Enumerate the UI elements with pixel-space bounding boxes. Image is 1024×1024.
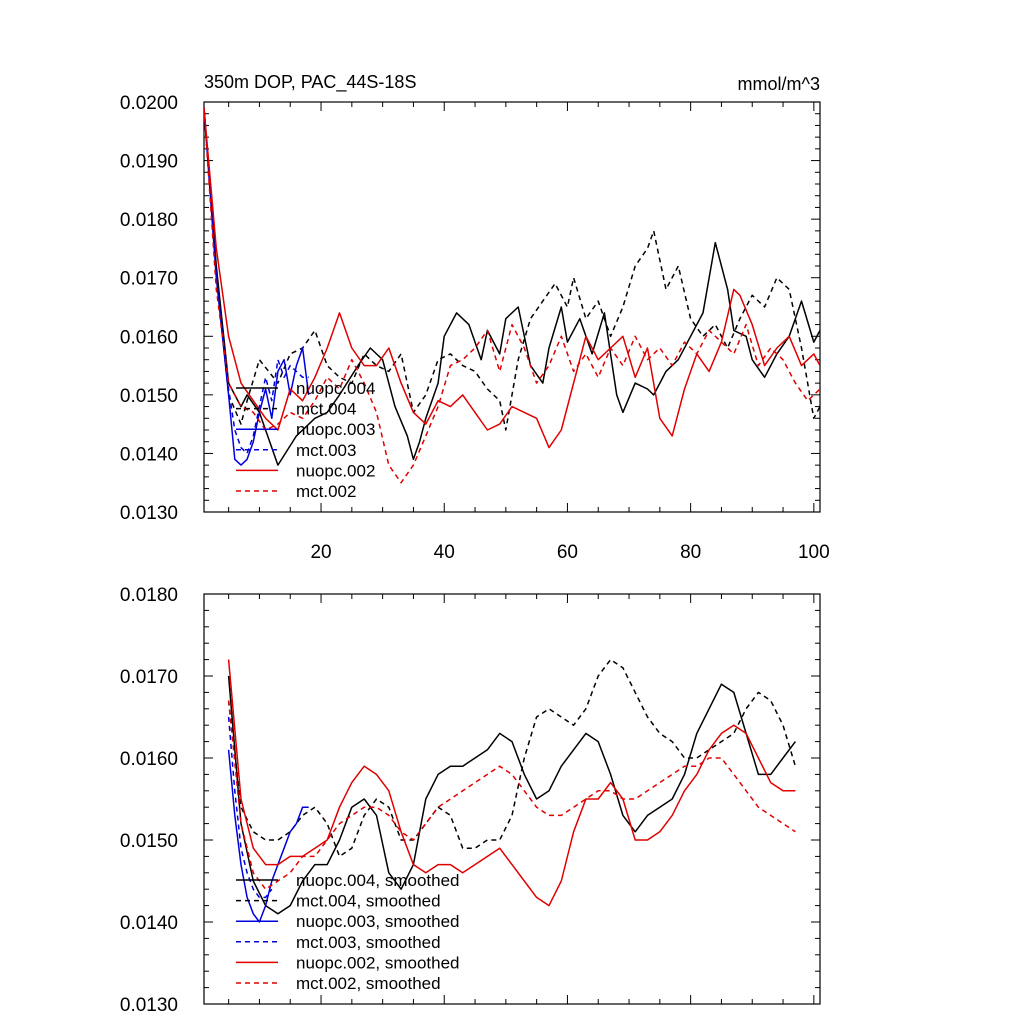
p1-legend-label: mct.004, smoothed bbox=[296, 892, 441, 911]
p1-legend-label: mct.003, smoothed bbox=[296, 933, 441, 952]
units-label: mmol/m^3 bbox=[738, 74, 820, 94]
p0-series-group bbox=[204, 107, 820, 484]
p0-ytick-label: 0.0160 bbox=[120, 327, 178, 348]
p0-ytick-label: 0.0200 bbox=[120, 93, 178, 114]
p0-xtick-label: 40 bbox=[434, 542, 455, 563]
p0-legend-label: mct.004 bbox=[296, 400, 356, 419]
p1-ytick-label: 0.0180 bbox=[120, 585, 178, 606]
p0-ytick-label: 0.0170 bbox=[120, 269, 178, 290]
p1-series-mct-004-smoothed bbox=[227, 658, 797, 858]
top-panel-raw: 0.0130 0.0140 0.0150 0.0160 0.0170 0.0180 0.01… bbox=[120, 72, 830, 563]
p1-ytick-label: 0.0150 bbox=[120, 831, 178, 852]
p0-legend-label: nuopc.002 bbox=[296, 461, 375, 480]
p0-xtick-label: 60 bbox=[557, 542, 578, 563]
p0-xtick-label: 80 bbox=[680, 542, 701, 563]
p1-legend-label: nuopc.004, smoothed bbox=[296, 871, 460, 890]
p0-series-mct-004 bbox=[204, 107, 820, 431]
p1-series-nuopc-004-smoothed bbox=[227, 675, 796, 915]
p0-xtick-label: 100 bbox=[798, 542, 830, 563]
p1-legend-label: nuopc.002, smoothed bbox=[296, 953, 460, 972]
p0-series-nuopc-002 bbox=[204, 107, 820, 449]
p0-series-nuopc-004 bbox=[204, 107, 820, 466]
p1-ytick-label: 0.0140 bbox=[120, 913, 178, 934]
p0-xtick-label: 20 bbox=[310, 542, 331, 563]
p0-legend-label: mct.002 bbox=[296, 482, 356, 501]
p1-series-nuopc-003-smoothed bbox=[227, 749, 309, 923]
p1-ytick-label: 0.0170 bbox=[120, 667, 178, 688]
p0-ytick-label: 0.0130 bbox=[120, 503, 178, 524]
bottom-panel-smoothed: 0.0130 0.0140 0.0150 0.0160 0.0170 0.0180 nuop… bbox=[120, 585, 821, 1016]
p0-series-mct-002 bbox=[204, 107, 820, 484]
p1-series-nuopc-002-smoothed bbox=[227, 659, 796, 907]
chart-title: 350m DOP, PAC_44S-18S bbox=[204, 72, 416, 93]
p1-ytick-label: 0.0160 bbox=[120, 749, 178, 770]
p1-series-mct-003-smoothed bbox=[227, 716, 273, 899]
p0-legend-label: mct.003 bbox=[296, 441, 356, 460]
p1-legend-label: mct.002, smoothed bbox=[296, 974, 441, 993]
p0-series-nuopc-003 bbox=[204, 107, 310, 466]
p0-ytick-label: 0.0190 bbox=[120, 152, 178, 173]
p1-plot-frame bbox=[203, 593, 821, 1005]
p0-legend-label: nuopc.003 bbox=[296, 420, 375, 439]
p0-series-mct-003 bbox=[204, 107, 309, 455]
p0-ytick-label: 0.0150 bbox=[120, 386, 178, 407]
p1-series-mct-002-smoothed bbox=[227, 700, 796, 890]
p1-legend-label: nuopc.003, smoothed bbox=[296, 912, 460, 931]
p1-ytick-label: 0.0130 bbox=[120, 995, 178, 1016]
p1-series-group bbox=[227, 658, 797, 923]
p0-ytick-label: 0.0140 bbox=[120, 444, 178, 465]
p0-ytick-label: 0.0180 bbox=[120, 210, 178, 231]
p0-plot-frame bbox=[203, 101, 821, 513]
p0-legend-label: nuopc.004 bbox=[296, 379, 375, 398]
